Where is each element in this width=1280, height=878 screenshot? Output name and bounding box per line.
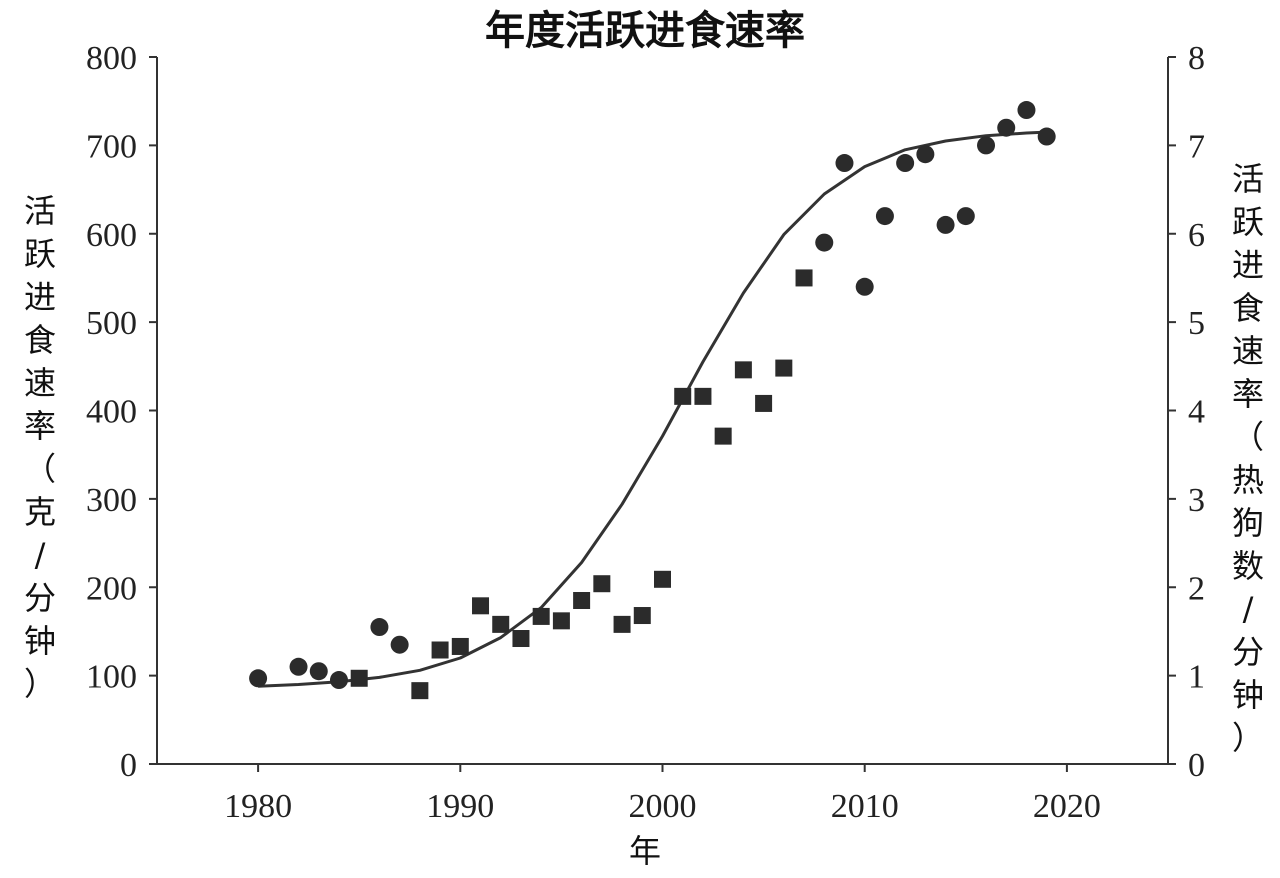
- x-tick-label: 2000: [629, 788, 697, 825]
- data-point-square: [451, 637, 469, 655]
- data-point-circle: [997, 118, 1016, 137]
- data-point-circle: [815, 233, 834, 252]
- data-point-square: [532, 607, 550, 625]
- data-point-circle: [896, 154, 915, 173]
- data-point-square: [795, 269, 813, 287]
- data-point-square: [613, 615, 631, 633]
- y-tick-label: 600: [86, 217, 137, 254]
- data-point-square: [734, 361, 752, 379]
- data-point-circle: [390, 635, 409, 654]
- chart-title: 年度活跃进食速率: [485, 8, 805, 54]
- x-tick-label: 2010: [831, 788, 899, 825]
- x-axis-label: 年: [629, 832, 661, 870]
- data-point-circle: [370, 618, 389, 637]
- y-axis-label-text: 活跃进食速率（克/分钟）: [24, 192, 56, 703]
- y-axis-label: 活跃进食速率（克/分钟）: [24, 192, 56, 703]
- y-tick-label: 100: [86, 659, 137, 696]
- data-point-circle: [916, 145, 935, 164]
- y2-tick-label: 2: [1188, 570, 1205, 607]
- data-point-square: [714, 427, 732, 445]
- y2-tick-label: 1: [1188, 659, 1205, 696]
- data-point-square: [694, 387, 712, 405]
- data-point-square: [573, 592, 591, 610]
- x-tick-label: 2020: [1033, 788, 1101, 825]
- data-point-square: [411, 682, 429, 700]
- data-point-square: [755, 394, 773, 412]
- data-point-circle: [956, 207, 975, 226]
- data-point-circle: [249, 669, 268, 688]
- data-point-square: [512, 630, 530, 648]
- x-tick-label: 1990: [426, 788, 494, 825]
- y2-tick-label: 4: [1188, 394, 1205, 431]
- data-point-circle: [977, 136, 996, 155]
- data-point-circle: [855, 277, 874, 296]
- y-tick-label: 0: [120, 747, 137, 784]
- axis-frame: [156, 57, 1169, 765]
- fit-curve-group: [258, 130, 1047, 688]
- data-point-square: [431, 641, 449, 659]
- data-point-square: [472, 597, 490, 615]
- y2-axis-label-text: 活跃进食速率（热狗数/分钟）: [1232, 160, 1264, 757]
- y2-tick-label: 3: [1188, 482, 1205, 519]
- data-point-square: [775, 359, 793, 377]
- x-tick-label: 1980: [224, 788, 292, 825]
- data-points: [249, 101, 1056, 700]
- axes: [156, 57, 1169, 765]
- y2-tick-label: 7: [1188, 128, 1205, 165]
- fit-curve: [258, 130, 1047, 688]
- y-tick-label: 700: [86, 128, 137, 165]
- data-point-circle: [309, 662, 328, 681]
- y-tick-label: 200: [86, 570, 137, 607]
- y-tick-label: 800: [86, 40, 137, 77]
- data-point-circle: [936, 215, 955, 234]
- data-point-circle: [875, 207, 894, 226]
- data-point-square: [552, 612, 570, 630]
- y-tick-label: 300: [86, 482, 137, 519]
- data-point-square: [593, 575, 611, 593]
- data-point-circle: [329, 671, 348, 690]
- data-point-square: [492, 615, 510, 633]
- data-point-circle: [1037, 127, 1056, 146]
- data-point-circle: [1017, 101, 1036, 120]
- data-point-square: [674, 387, 692, 405]
- ticks: 0 100 200 300 400 500 600 700 800 0 1 2 3 4 5 6 7 8 1980 19…: [86, 40, 1205, 825]
- data-point-circle: [835, 154, 854, 173]
- y2-tick-label: 6: [1188, 217, 1205, 254]
- data-point-square: [654, 570, 671, 588]
- y2-tick-label: 8: [1188, 40, 1205, 77]
- data-point-square: [633, 607, 651, 625]
- y-tick-label: 400: [86, 394, 137, 431]
- y2-tick-label: 0: [1188, 747, 1205, 784]
- y2-axis-label: 活跃进食速率（热狗数/分钟）: [1232, 160, 1264, 757]
- data-point-square: [350, 669, 368, 687]
- data-point-circle: [289, 657, 308, 676]
- y2-tick-label: 5: [1188, 305, 1205, 342]
- y-tick-label: 500: [86, 305, 137, 342]
